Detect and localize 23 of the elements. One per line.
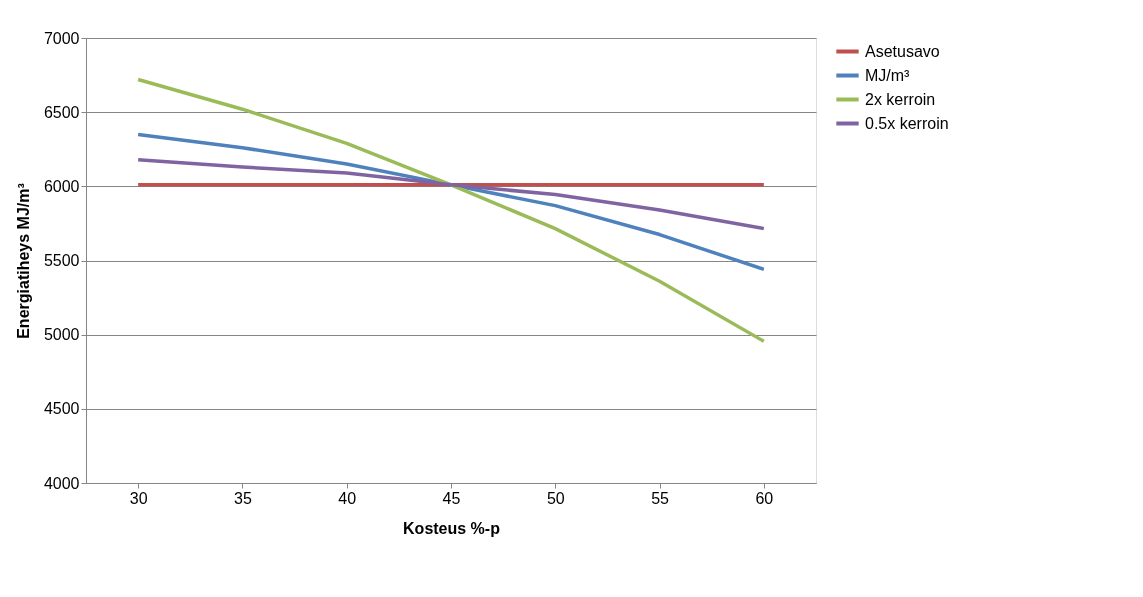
- x-tick-label: 45: [442, 489, 461, 507]
- x-tick-label: 55: [651, 489, 670, 507]
- x-tick-label: 50: [546, 489, 565, 507]
- x-tick-label: 30: [129, 489, 148, 507]
- x-tick-label: 40: [338, 489, 357, 507]
- y-tick-label: 4500: [43, 400, 80, 418]
- x-tick-label: 35: [234, 489, 252, 507]
- y-tick-label: 5000: [43, 326, 80, 344]
- legend-label: MJ/m³: [865, 66, 911, 84]
- y-tick-label: 7000: [43, 29, 80, 47]
- line-series: [136, 77, 766, 344]
- line-series: [136, 132, 766, 272]
- y-tick-label: 6000: [43, 177, 80, 195]
- y-tick-label: 6500: [43, 103, 80, 121]
- legend-label: 2x kerroin: [865, 90, 936, 108]
- y-tick-label: 4000: [43, 474, 80, 492]
- x-tick-label: 60: [755, 489, 774, 507]
- y-axis-title: Energiatiheys MJ/m³: [14, 183, 32, 339]
- legend-label: 0.5x kerroin: [865, 114, 949, 132]
- y-tick-label: 5500: [43, 252, 80, 269]
- legend-label: Asetusavo: [865, 42, 940, 60]
- x-axis-title: Kosteus %-p: [403, 519, 501, 537]
- line-series: [136, 157, 766, 231]
